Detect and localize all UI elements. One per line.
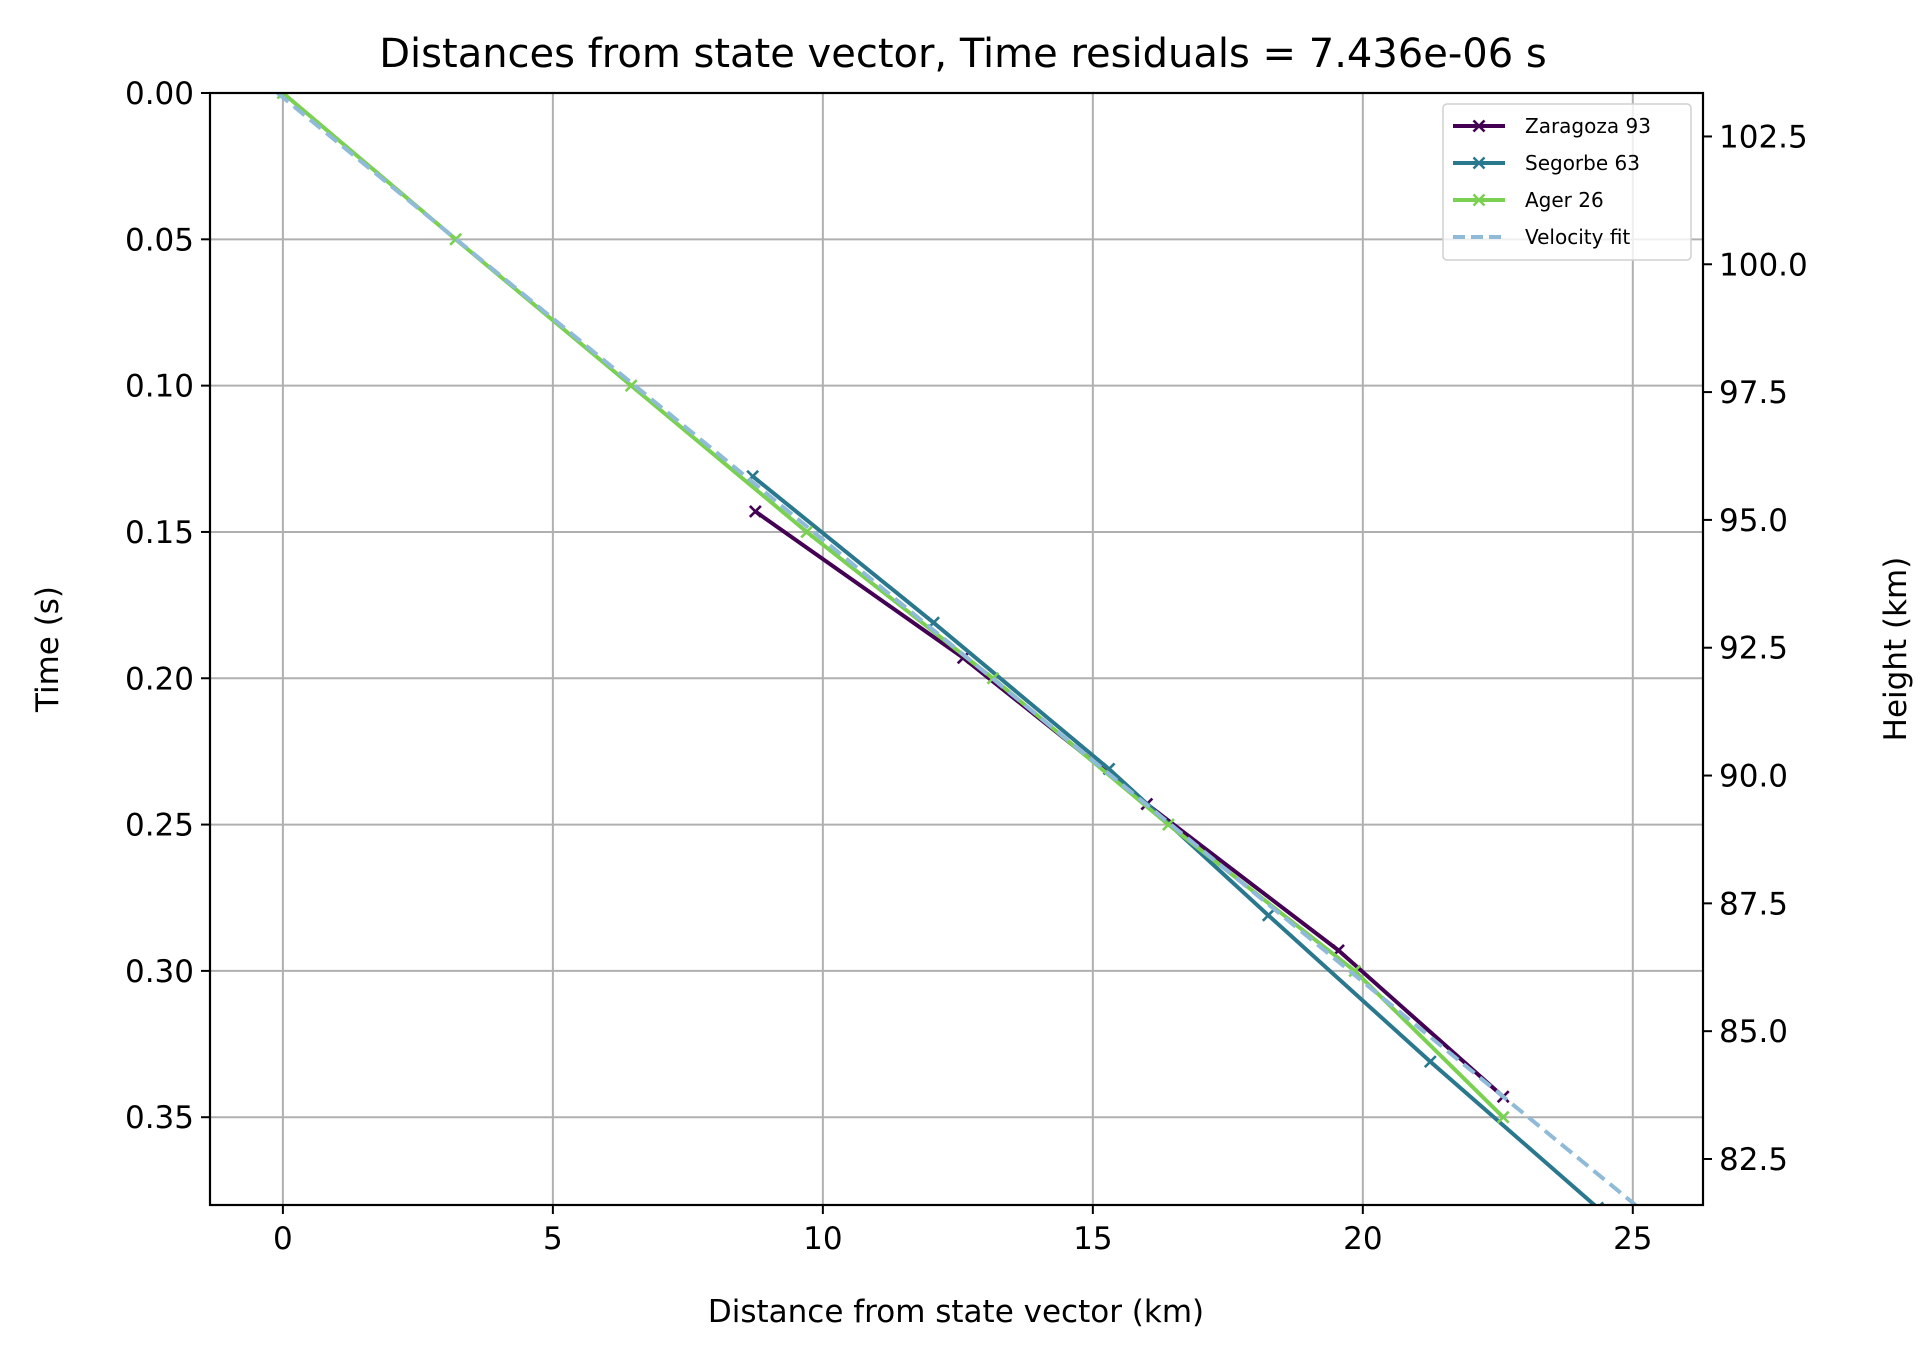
y2-tick-label: 90.0 [1719, 759, 1788, 795]
data-point-segorbe-63 [1423, 1055, 1437, 1069]
x-tick-label: 25 [1613, 1221, 1652, 1257]
y-tick-label: 0.20 [125, 661, 194, 697]
y2-tick-label: 92.5 [1719, 631, 1788, 667]
y-tick-label: 0.00 [125, 76, 194, 112]
data-point-ager-26 [800, 525, 814, 539]
legend-label: Velocity fit [1525, 225, 1630, 249]
x-tick-label: 15 [1073, 1221, 1112, 1257]
y2-tick-label: 87.5 [1719, 886, 1788, 922]
x-tick-label: 20 [1343, 1221, 1382, 1257]
legend-item-segorbe-63: Segorbe 63 [1453, 151, 1640, 175]
data-point-zaragoza-93 [748, 505, 762, 518]
x-axis-label: Distance from state vector (km) [708, 1294, 1204, 1330]
series-velocity-fit [276, 93, 1637, 1205]
legend-item-zaragoza-93: Zaragoza 93 [1453, 114, 1651, 138]
y-tick-label: 0.10 [125, 369, 194, 405]
y2-tick-label: 97.5 [1719, 375, 1788, 411]
x-tick-label: 0 [273, 1221, 293, 1257]
data-point-zaragoza-93-stroke [748, 505, 762, 518]
y2-tick-label: 82.5 [1719, 1142, 1788, 1178]
y2-tick-label: 102.5 [1719, 119, 1808, 155]
data-point-ager-26-stroke [449, 232, 463, 246]
data-point-zaragoza-93-stroke [956, 651, 970, 665]
chart-title: Distances from state vector, Time residu… [379, 31, 1547, 77]
y2-tick-label: 95.0 [1719, 503, 1788, 539]
legend-label: Ager 26 [1525, 188, 1604, 212]
data-point-segorbe-63-stroke [1261, 908, 1275, 922]
data-point-ager-26-stroke [1496, 1110, 1510, 1124]
y2-tick-label: 100.0 [1719, 247, 1808, 283]
plot-frame [208, 91, 1705, 1207]
y-tick-label: 0.25 [125, 808, 194, 844]
x-axis: 0 5 10 15 20 25 [273, 1205, 1653, 1257]
data-point-ager-26-stroke [800, 525, 814, 539]
legend-marker [1472, 119, 1486, 133]
data-point-ager-26 [1496, 1110, 1510, 1124]
legend-item-ager-26: Ager 26 [1453, 188, 1604, 212]
y2-tick-label: 85.0 [1719, 1014, 1788, 1050]
legend-frame [1442, 103, 1692, 261]
data-point-ager-26-stroke [1162, 818, 1175, 831]
y-tick-label: 0.30 [125, 954, 194, 990]
data-point-segorbe-63 [1261, 908, 1275, 922]
legend-marker-stroke [1472, 193, 1486, 207]
data-point-ager-26-stroke [281, 93, 290, 100]
legend-marker-stroke [1472, 119, 1486, 133]
series-line-velocity-fit [276, 93, 1637, 1205]
legend: Zaragoza 93 Segorbe 63 Ager 26 Velocity fit [1442, 103, 1692, 261]
legend-marker-stroke [1472, 156, 1486, 170]
y-axis-label: Time (s) [30, 586, 66, 713]
y-axis-left: 0.00 0.05 0.10 0.15 0.20 0.25 0.30 0.35 [125, 76, 210, 1136]
legend-item-velocity-fit: Velocity fit [1453, 225, 1630, 249]
y-axis-right: 82.5 85.0 87.5 90.0 92.5 95.0 97.5 100.0 102.5 [1703, 119, 1808, 1178]
x-tick-label: 10 [803, 1221, 842, 1257]
x-tick-label: 5 [543, 1221, 563, 1257]
data-point-ager-26-stroke [624, 379, 638, 393]
legend-label: Zaragoza 93 [1525, 114, 1651, 138]
legend-label: Segorbe 63 [1525, 151, 1640, 175]
series-layer [276, 93, 1637, 1205]
y-tick-label: 0.05 [125, 222, 194, 258]
y-tick-label: 0.15 [125, 515, 194, 551]
y2-axis-label: Height (km) [1878, 557, 1914, 742]
y-tick-label: 0.35 [125, 1100, 194, 1136]
legend-marker [1472, 156, 1486, 170]
legend-marker [1472, 193, 1486, 207]
data-point-segorbe-63-stroke [1423, 1055, 1437, 1069]
